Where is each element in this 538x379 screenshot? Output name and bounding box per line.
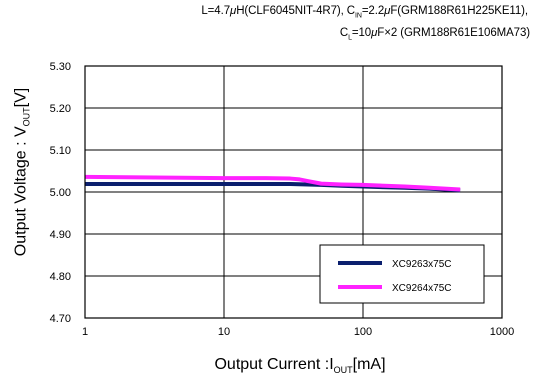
legend: XC9263x75C XC9264x75C bbox=[319, 244, 485, 304]
tick-labels: 5.30 5.20 5.10 5.00 4.90 4.80 4.70 1 10 100 1000 bbox=[50, 61, 515, 338]
legend-label: XC9263x75C bbox=[392, 259, 451, 270]
test-conditions-line-1: L=4.7μH(CLF6045NIT-4R7), CIN=2.2μF(GRM18… bbox=[201, 5, 528, 20]
x-tick-label: 1000 bbox=[490, 326, 514, 338]
series-line-1 bbox=[84, 174, 461, 192]
y-tick-label: 5.20 bbox=[50, 103, 71, 115]
y-axis-label: Output Voltage : VOUT[V] bbox=[12, 87, 32, 257]
legend-label: XC9264x75C bbox=[392, 283, 451, 294]
y-tick-label: 5.00 bbox=[50, 187, 71, 199]
series-lines bbox=[84, 174, 461, 193]
y-tick-label: 5.30 bbox=[50, 61, 71, 73]
x-axis-label: Output Current :IOUT[mA] bbox=[214, 356, 386, 376]
y-tick-label: 4.90 bbox=[50, 229, 71, 241]
x-tick-label: 10 bbox=[218, 326, 230, 338]
x-tick-label: 1 bbox=[82, 326, 88, 338]
test-conditions-line-2: CL=10μF×2 (GRM188R61E106MA73) bbox=[339, 27, 530, 42]
y-tick-label: 4.80 bbox=[50, 271, 71, 283]
x-tick-label: 100 bbox=[354, 326, 372, 338]
plot-frame bbox=[84, 65, 503, 319]
legend-box bbox=[319, 244, 485, 304]
y-tick-label: 4.70 bbox=[50, 313, 71, 325]
y-tick-label: 5.10 bbox=[50, 145, 71, 157]
